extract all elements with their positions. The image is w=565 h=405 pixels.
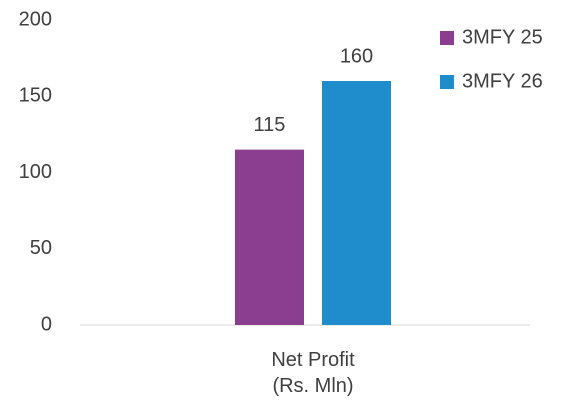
y-tick-label: 100: [19, 161, 52, 183]
legend-swatch: [440, 31, 454, 45]
bar: [322, 81, 391, 325]
y-tick-label: 0: [41, 313, 52, 335]
y-tick-label: 150: [19, 85, 52, 107]
y-tick-label: 50: [30, 237, 52, 259]
bar: [235, 149, 304, 325]
legend-label: 3MFY 25: [462, 26, 543, 48]
x-tick-label: Net Profit (Rs. Mln): [271, 349, 355, 397]
data-label: 115: [254, 114, 286, 136]
data-label: 160: [340, 45, 373, 67]
legend-swatch: [440, 75, 454, 89]
legend-label: 3MFY 26: [462, 70, 543, 92]
y-tick-label: 200: [19, 8, 52, 30]
